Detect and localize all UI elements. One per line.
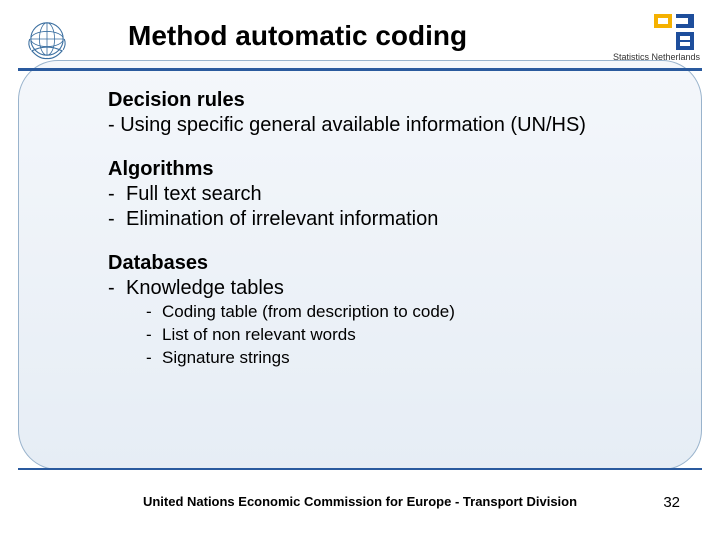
cbs-logo-icon xyxy=(654,14,694,50)
dash-icon: - xyxy=(146,324,162,347)
un-logo-icon xyxy=(20,12,74,66)
bullet-text: - Using specific general available infor… xyxy=(108,114,586,136)
page-number: 32 xyxy=(663,494,680,511)
bullet-text: Full text search xyxy=(126,183,262,205)
section-algorithms: Algorithms -Full text search -Eliminatio… xyxy=(108,157,648,233)
slide: Method automatic coding Statistics Nethe… xyxy=(0,0,720,540)
sub-bullet-item: -Coding table (from description to code) xyxy=(108,301,648,324)
bullet-item: -Full text search xyxy=(108,182,648,208)
bullet-item: -Knowledge tables xyxy=(108,276,648,302)
section-heading: Algorithms xyxy=(108,157,648,182)
dash-icon: - xyxy=(108,276,126,302)
divider-bottom xyxy=(18,468,702,470)
slide-body: Decision rules - Using specific general … xyxy=(108,88,648,376)
dash-icon: - xyxy=(108,207,126,233)
bullet-text: Elimination of irrelevant information xyxy=(126,208,438,230)
slide-title: Method automatic coding xyxy=(128,20,467,52)
section-heading: Databases xyxy=(108,251,648,276)
sub-bullet-item: -List of non relevant words xyxy=(108,324,648,347)
bullet-text: Knowledge tables xyxy=(126,277,284,299)
bullet-text: List of non relevant words xyxy=(162,325,356,344)
section-databases: Databases -Knowledge tables -Coding tabl… xyxy=(108,251,648,370)
bullet-text: Signature strings xyxy=(162,348,290,367)
section-decision-rules: Decision rules - Using specific general … xyxy=(108,88,648,139)
bullet-item: - Using specific general available infor… xyxy=(108,113,648,139)
divider-top xyxy=(18,68,702,71)
dash-icon: - xyxy=(108,182,126,208)
section-heading: Decision rules xyxy=(108,88,648,113)
bullet-text: Coding table (from description to code) xyxy=(162,302,455,321)
footer-text: United Nations Economic Commission for E… xyxy=(0,494,720,509)
slide-header: Method automatic coding Statistics Nethe… xyxy=(0,12,720,68)
sub-bullet-item: -Signature strings xyxy=(108,347,648,370)
slide-footer: United Nations Economic Commission for E… xyxy=(0,494,720,509)
bullet-item: -Elimination of irrelevant information xyxy=(108,207,648,233)
dash-icon: - xyxy=(146,301,162,324)
dash-icon: - xyxy=(146,347,162,370)
org-label: Statistics Netherlands xyxy=(613,52,700,62)
